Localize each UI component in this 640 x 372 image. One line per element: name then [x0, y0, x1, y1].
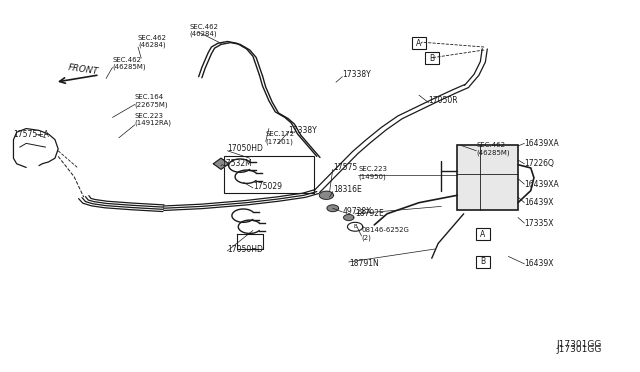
Text: 16439X: 16439X [524, 198, 554, 207]
Text: SEC.223
(14950): SEC.223 (14950) [358, 166, 387, 180]
Text: B: B [480, 257, 485, 266]
Polygon shape [319, 191, 333, 199]
Text: 18791N: 18791N [349, 259, 378, 268]
Text: SEC.462
(46284): SEC.462 (46284) [189, 23, 218, 37]
Text: 17575+A: 17575+A [13, 129, 49, 139]
Text: 16439X: 16439X [524, 259, 554, 268]
Text: SEC.223
(14912RA): SEC.223 (14912RA) [135, 113, 172, 126]
Polygon shape [344, 215, 354, 221]
Bar [476, 256, 490, 268]
Bar [412, 37, 426, 49]
Text: SEC.172
(17201): SEC.172 (17201) [266, 131, 295, 145]
Text: SEC.164
(22675M): SEC.164 (22675M) [135, 94, 168, 108]
Text: B: B [429, 54, 435, 62]
Bar [224, 156, 314, 193]
Text: J17301GG: J17301GG [556, 344, 602, 353]
Text: 17050HD: 17050HD [227, 244, 263, 253]
Text: 17226Q: 17226Q [524, 159, 554, 168]
Text: 16439XA: 16439XA [524, 180, 559, 189]
Text: 18792E: 18792E [355, 209, 384, 218]
Text: 16439XA: 16439XA [524, 139, 559, 148]
Text: 175029: 175029 [253, 182, 282, 190]
Text: 17050R: 17050R [429, 96, 458, 105]
Text: A: A [480, 230, 486, 239]
Text: SEC.462
(46285M): SEC.462 (46285M) [113, 57, 146, 70]
Text: B: B [353, 224, 357, 229]
Polygon shape [327, 205, 339, 212]
Text: 17338Y: 17338Y [288, 126, 317, 135]
Text: J17301GG: J17301GG [556, 340, 602, 349]
Text: 17532M: 17532M [221, 159, 252, 168]
Text: 17575: 17575 [333, 163, 357, 172]
Text: 17335X: 17335X [524, 219, 554, 228]
Text: SEC.462
(46285M): SEC.462 (46285M) [476, 142, 510, 156]
Text: 18316E: 18316E [333, 185, 362, 194]
Text: 17050HD: 17050HD [227, 144, 263, 153]
Text: 08146-6252G
(2): 08146-6252G (2) [362, 227, 410, 241]
Bar [458, 145, 518, 210]
Bar [476, 228, 490, 240]
Text: FRONT: FRONT [68, 64, 99, 77]
Text: 17338Y: 17338Y [342, 70, 371, 79]
Polygon shape [213, 158, 228, 169]
Bar [425, 52, 439, 64]
Text: 49728X: 49728X [342, 208, 372, 217]
Text: A: A [417, 39, 422, 48]
Text: SEC.462
(46284): SEC.462 (46284) [138, 35, 167, 48]
